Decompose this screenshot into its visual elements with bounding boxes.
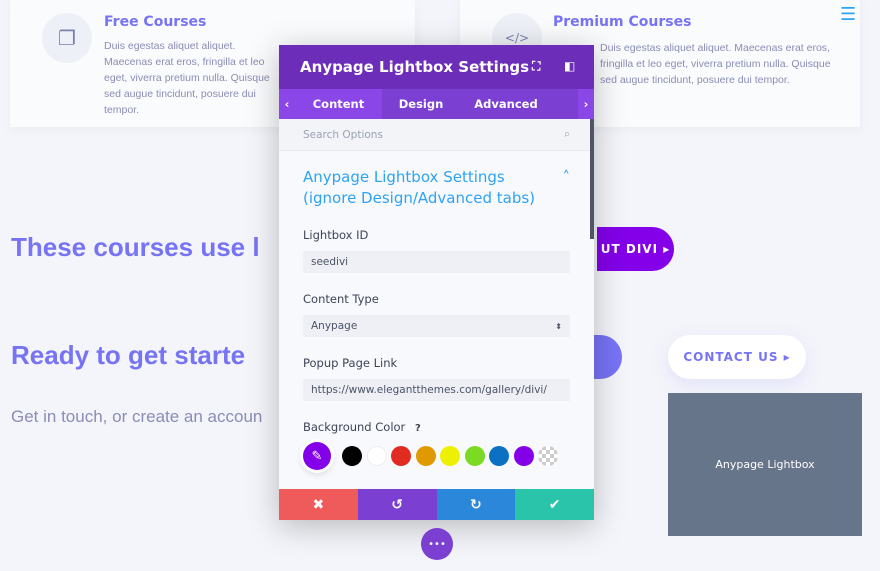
color-swatch[interactable] xyxy=(415,446,436,466)
content-type-label: Content Type xyxy=(303,292,379,306)
section-toggle[interactable]: Anypage Lightbox Settings (ignore Design… xyxy=(303,167,570,209)
lightbox-id-input[interactable]: seedivi xyxy=(303,251,570,273)
lightbox-id-value: seedivi xyxy=(311,256,349,268)
popup-link-label: Popup Page Link xyxy=(303,356,398,370)
transparent-swatch[interactable] xyxy=(538,446,558,466)
documents-icon: ❐ xyxy=(42,13,92,63)
card-title: Premium Courses xyxy=(553,14,692,30)
scrollbar[interactable] xyxy=(590,119,594,239)
color-swatch[interactable] xyxy=(391,446,411,466)
fullscreen-icon[interactable]: ⛶ xyxy=(532,59,541,73)
panel-title: Anypage Lightbox Settings xyxy=(300,58,530,76)
panel-header: Anypage Lightbox Settings ⛶ ◧ xyxy=(279,45,594,89)
color-swatch[interactable] xyxy=(440,446,460,466)
undo-button[interactable]: ↺ xyxy=(357,489,437,520)
card-text: Duis egestas aliquet aliquet. Maecenas e… xyxy=(600,42,831,86)
color-swatch[interactable] xyxy=(489,446,509,466)
contact-us-button[interactable]: CONTACT US ▸ xyxy=(668,335,806,379)
color-swatch[interactable] xyxy=(342,446,362,466)
heading-ready: Ready to get starte xyxy=(11,340,246,370)
tab-design[interactable]: Design xyxy=(398,97,444,111)
panel-footer: ✖ ↺ ↻ ✔ xyxy=(279,489,594,520)
card-title: Free Courses xyxy=(104,14,207,30)
section-title: Anypage Lightbox Settings (ignore Design… xyxy=(303,168,536,207)
lightbox-id-label: Lightbox ID xyxy=(303,228,369,242)
eyedropper-icon[interactable]: ✎ xyxy=(303,442,331,470)
bg-color-label-text: Background Color xyxy=(303,420,406,434)
tab-right-arrow[interactable]: › xyxy=(578,89,594,119)
tab-content[interactable]: Content xyxy=(295,89,382,119)
bg-color-label: Background Color ? xyxy=(303,420,570,434)
card-text: Duis egestas aliquet aliquet. Maecenas e… xyxy=(104,40,270,116)
split-view-icon[interactable]: ◧ xyxy=(564,59,576,73)
cancel-button[interactable]: ✖ xyxy=(279,489,358,520)
search-icon: ⌕ xyxy=(564,128,570,140)
chevron-up-icon: ˄ xyxy=(562,168,571,186)
content-type-value: Anypage xyxy=(311,320,358,332)
menu-icon[interactable]: ☰ xyxy=(840,4,857,25)
color-swatch[interactable] xyxy=(513,446,534,466)
tab-left-arrow[interactable]: ‹ xyxy=(279,89,295,119)
tab-advanced[interactable]: Advanced xyxy=(474,97,538,111)
select-arrows-icon: ⬍ xyxy=(555,321,562,331)
color-swatches: ✎ xyxy=(303,442,570,470)
search-input[interactable]: Search Options ⌕ xyxy=(279,119,594,151)
color-swatch[interactable] xyxy=(464,446,485,466)
save-button[interactable]: ✔ xyxy=(515,489,594,520)
heading-courses: These courses use l xyxy=(11,232,260,262)
popup-link-value: https://www.elegantthemes.com/gallery/di… xyxy=(311,384,547,396)
color-swatch[interactable] xyxy=(366,446,387,466)
redo-button[interactable]: ↻ xyxy=(436,489,516,520)
anypage-lightbox[interactable]: Anypage Lightbox xyxy=(668,393,862,536)
settings-panel: Anypage Lightbox Settings ⛶ ◧ ‹ Content … xyxy=(279,45,594,520)
subtext: Get in touch, or create an accoun xyxy=(11,407,263,426)
about-divi-button[interactable]: UT DIVI ▸ xyxy=(597,227,674,271)
content-type-select[interactable]: Anypage ⬍ xyxy=(303,315,570,337)
panel-tabs: ‹ Content Design Advanced › xyxy=(279,89,594,119)
more-options-button[interactable]: ••• xyxy=(421,528,453,560)
help-icon[interactable]: ? xyxy=(414,423,421,434)
popup-link-input[interactable]: https://www.elegantthemes.com/gallery/di… xyxy=(303,379,570,401)
search-placeholder: Search Options xyxy=(303,128,383,141)
